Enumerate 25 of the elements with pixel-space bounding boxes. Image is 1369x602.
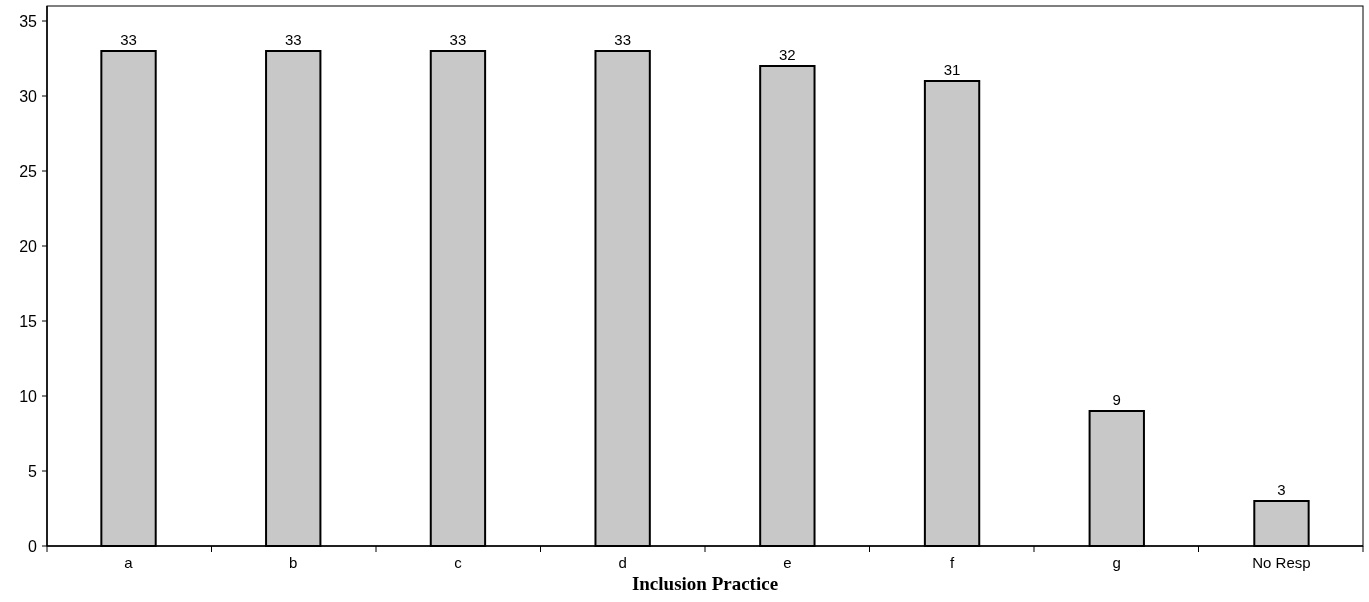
data-label: 32	[779, 46, 796, 63]
y-tick-label: 5	[28, 462, 38, 480]
x-tick-label: d	[618, 554, 627, 571]
data-label: 33	[614, 31, 631, 48]
x-tick-label: No Resp	[1252, 554, 1311, 571]
y-tick-label: 30	[19, 87, 38, 105]
data-label: 33	[120, 31, 137, 48]
x-tick-label: e	[783, 554, 792, 571]
y-tick-label: 25	[19, 162, 38, 180]
x-tick-label: c	[454, 554, 463, 571]
data-label: 9	[1112, 391, 1121, 408]
y-tick-label: 0	[28, 537, 38, 555]
y-tick-label: 10	[19, 387, 38, 405]
x-axis-title: Inclusion Practice	[631, 573, 779, 594]
data-label: 31	[943, 61, 961, 78]
y-tick-label: 15	[19, 312, 38, 330]
x-tick-label: b	[289, 554, 298, 571]
data-label: 3	[1277, 481, 1286, 498]
data-label: 33	[284, 31, 302, 48]
x-tick-label: f	[949, 554, 955, 571]
x-tick-label: g	[1112, 554, 1121, 571]
y-tick-label: 35	[19, 12, 38, 30]
data-label: 33	[449, 31, 467, 48]
x-tick-label: a	[124, 554, 134, 571]
y-tick-label: 20	[19, 237, 38, 255]
